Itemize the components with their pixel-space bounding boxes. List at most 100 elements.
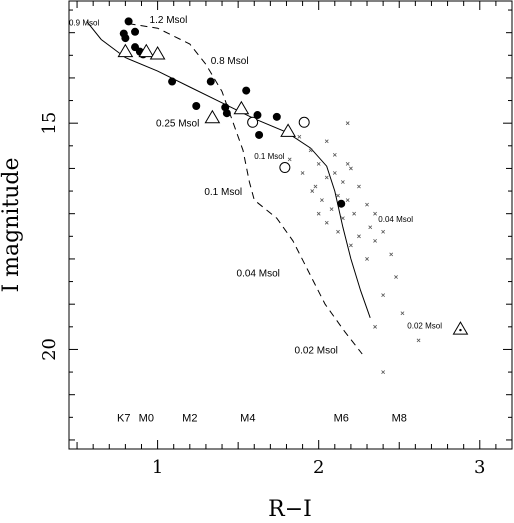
spectral-type-label: M0: [139, 412, 154, 424]
cross-point: [349, 243, 353, 248]
cross-point: [389, 252, 394, 257]
x-tick-label: 3: [474, 457, 485, 478]
spectral-type-label: M2: [182, 412, 197, 424]
cross-stroke: [310, 189, 315, 193]
filled-circle-point: [168, 77, 177, 86]
filled-circle-point: [124, 17, 133, 26]
mass-label: 0.9 Msol: [69, 18, 99, 27]
cross-stroke: [324, 139, 329, 144]
filled-circle-point: [272, 112, 281, 121]
mass-label: 1.2 Msol: [150, 15, 188, 26]
cross-point: [357, 234, 361, 239]
cross-point: [373, 238, 377, 243]
cross-point: [332, 171, 337, 175]
isochrone-dashed: [128, 23, 363, 355]
open-triangle-point: [280, 123, 296, 137]
open-circle-point: [279, 162, 291, 174]
cross-point: [300, 171, 305, 175]
cross-point: [332, 152, 337, 157]
filled-circle-point: [337, 199, 346, 208]
cross-stroke: [373, 238, 377, 243]
mass-label: 0.02 Msol: [407, 322, 442, 331]
cross-stroke: [381, 293, 386, 298]
cross-point: [287, 157, 292, 162]
cross-stroke: [349, 243, 353, 248]
spectral-type-labels: K7 M0 M2 M4 M6 M8: [117, 412, 407, 424]
cross-stroke: [381, 370, 386, 374]
cross-stroke: [316, 211, 321, 216]
open-triangle-point: [452, 321, 469, 335]
cross-stroke: [345, 162, 350, 166]
cross-point: [416, 338, 421, 343]
axis-ticks: [69, 1, 513, 449]
cross-stroke: [389, 252, 394, 257]
cross-stroke: [332, 152, 337, 157]
cross-point: [400, 311, 405, 316]
cross-point: [345, 162, 350, 166]
cross-stroke: [352, 211, 357, 216]
mass-label: 0.1 Msol: [204, 187, 242, 198]
cross-point: [345, 198, 350, 202]
cross-point: [357, 184, 361, 189]
mass-label: 0.1 Msol: [254, 152, 284, 161]
cross-point: [345, 121, 350, 126]
open-triangle-point: [149, 45, 166, 60]
spectral-type-label: M8: [392, 412, 407, 424]
cross-stroke: [340, 216, 345, 221]
cross-point: [324, 175, 329, 180]
cross-point: [340, 180, 345, 184]
cross-point: [308, 148, 313, 153]
cross-stroke: [324, 175, 329, 180]
cross-stroke: [345, 121, 350, 126]
cross-point: [368, 225, 373, 230]
filled-circle-point: [192, 101, 201, 110]
cross-stroke: [373, 324, 377, 329]
cross-stroke: [368, 225, 373, 230]
cross-stroke: [400, 311, 405, 316]
filled-circle-point: [255, 130, 264, 139]
cross-stroke: [416, 338, 421, 343]
cross-stroke: [340, 180, 345, 184]
cross-point: [297, 134, 302, 139]
open-triangle-point: [138, 43, 155, 58]
cross-point: [310, 189, 315, 193]
filled-circle-point: [253, 111, 262, 120]
cross-point: [336, 229, 340, 234]
cross-stroke: [394, 275, 398, 279]
cross-stroke: [308, 148, 313, 153]
cross-stroke: [357, 234, 361, 239]
cross-point: [324, 139, 329, 144]
cross-point: [336, 193, 340, 198]
mass-label: 0.04 Msol: [378, 215, 413, 224]
x-tick-label: 1: [152, 457, 163, 478]
cross-stroke: [316, 162, 321, 166]
cross-stroke: [287, 157, 292, 162]
mass-label: 0.04 Msol: [237, 269, 280, 280]
cross-stroke: [332, 171, 337, 175]
open-circle-point: [298, 116, 310, 128]
cross-point: [352, 211, 357, 216]
filled-circle-point: [222, 109, 231, 118]
cross-stroke: [300, 171, 305, 175]
plot-frame: [68, 0, 513, 450]
cross-point: [316, 211, 321, 216]
cross-point: [381, 293, 386, 298]
cross-stroke: [324, 220, 329, 225]
cross-stroke: [320, 198, 324, 202]
cross-stroke: [329, 207, 334, 212]
cross-stroke: [336, 229, 340, 234]
open-circle-point: [247, 116, 259, 128]
cross-point: [394, 275, 398, 279]
y-axis-title: I magnitude: [0, 157, 24, 292]
x-tick-label: 2: [313, 457, 324, 478]
cross-point: [365, 257, 369, 261]
cross-stroke: [336, 193, 340, 198]
cross-point: [324, 220, 329, 225]
cross-point: [340, 216, 345, 221]
cross-stroke: [297, 134, 302, 139]
cross-stroke: [345, 198, 350, 202]
spectral-type-label: M4: [240, 412, 255, 424]
spectral-type-label: K7: [117, 412, 130, 424]
cross-point: [381, 229, 386, 234]
